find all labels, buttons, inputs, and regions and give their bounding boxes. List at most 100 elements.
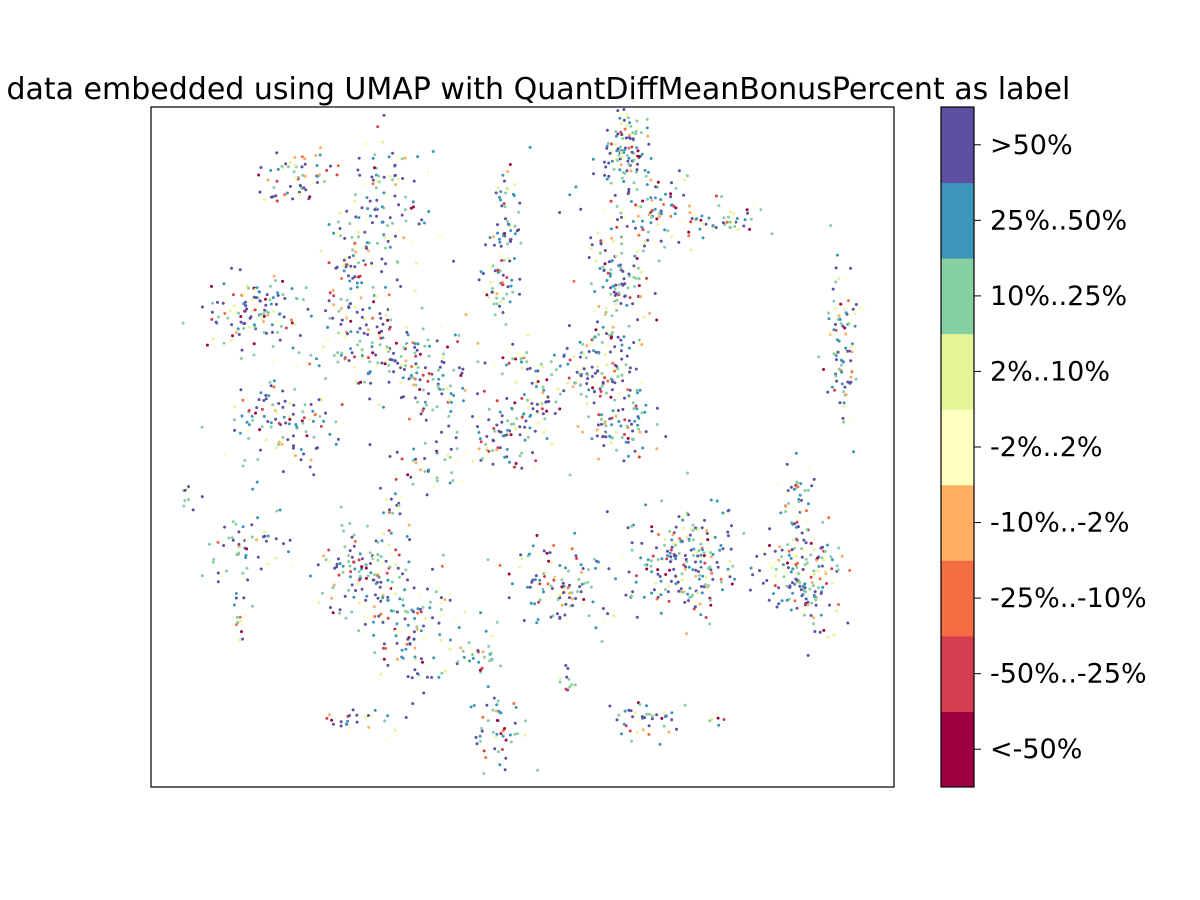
scatter-point — [702, 551, 706, 555]
scatter-point — [305, 434, 309, 438]
scatter-point — [274, 556, 278, 560]
scatter-point — [491, 708, 495, 712]
scatter-point — [413, 345, 417, 349]
scatter-point — [383, 348, 387, 352]
scatter-point — [630, 541, 634, 545]
scatter-point — [620, 282, 624, 286]
scatter-point — [523, 733, 527, 737]
scatter-point — [666, 554, 670, 558]
scatter-point — [632, 264, 636, 268]
scatter-point — [634, 367, 638, 371]
scatter-point — [682, 563, 686, 567]
scatter-point — [528, 366, 532, 370]
scatter-point — [242, 596, 246, 600]
scatter-point — [529, 398, 533, 402]
scatter-point — [437, 586, 441, 590]
scatter-point — [620, 133, 624, 137]
colorbar-tick-label: -2%..2% — [990, 432, 1103, 463]
scatter-point — [423, 470, 427, 473]
scatter-point — [262, 414, 266, 418]
scatter-point — [358, 601, 361, 605]
scatter-point — [370, 341, 374, 345]
scatter-point — [626, 116, 630, 120]
scatter-point — [448, 598, 452, 602]
scatter-point — [622, 108, 626, 111]
scatter-point — [601, 208, 605, 212]
scatter-point — [656, 558, 660, 561]
scatter-point — [363, 263, 367, 267]
scatter-point — [637, 343, 641, 346]
scatter-point — [384, 285, 387, 289]
scatter-point — [780, 548, 784, 552]
scatter-point — [576, 424, 580, 428]
scatter-point — [259, 166, 263, 169]
scatter-point — [776, 580, 780, 584]
scatter-point — [850, 342, 854, 346]
scatter-point — [645, 126, 649, 130]
scatter-point — [480, 457, 484, 461]
scatter-point — [515, 417, 519, 420]
scatter-point — [355, 285, 359, 289]
scatter-point — [284, 421, 288, 425]
scatter-point — [570, 591, 574, 595]
scatter-point — [413, 377, 417, 381]
scatter-point — [625, 224, 629, 228]
scatter-point — [371, 316, 374, 320]
scatter-point — [837, 276, 841, 280]
scatter-point — [568, 358, 572, 362]
scatter-point — [626, 526, 630, 530]
scatter-point — [800, 531, 804, 535]
scatter-point — [708, 598, 712, 602]
scatter-point — [627, 396, 631, 400]
scatter-point — [324, 309, 327, 313]
scatter-point — [379, 599, 383, 603]
scatter-point — [699, 613, 703, 617]
scatter-point — [514, 357, 518, 361]
scatter-point — [476, 392, 479, 396]
scatter-point — [364, 323, 368, 327]
scatter-point — [339, 322, 343, 326]
scatter-point — [567, 324, 571, 328]
scatter-point — [485, 293, 489, 297]
scatter-point — [646, 230, 650, 234]
scatter-point — [495, 292, 499, 296]
scatter-point — [742, 224, 746, 228]
scatter-point — [848, 349, 851, 353]
scatter-point — [630, 594, 634, 598]
scatter-point — [806, 519, 809, 523]
scatter-point — [616, 375, 620, 379]
scatter-point — [520, 396, 524, 400]
scatter-point — [600, 422, 603, 426]
scatter-point — [708, 719, 712, 723]
scatter-point — [841, 416, 845, 420]
scatter-point — [640, 541, 644, 545]
scatter-point — [237, 333, 241, 336]
scatter-point — [508, 163, 512, 166]
scatter-point — [695, 217, 699, 221]
scatter-point — [677, 169, 681, 173]
scatter-point — [842, 360, 845, 364]
scatter-point — [844, 346, 848, 350]
scatter-point — [835, 338, 839, 342]
scatter-point — [819, 546, 823, 550]
scatter-point — [650, 215, 654, 219]
scatter-point — [799, 588, 803, 592]
scatter-point — [810, 601, 814, 605]
scatter-point — [352, 544, 356, 548]
scatter-point — [447, 414, 451, 418]
scatter-point — [684, 557, 688, 561]
scatter-point — [335, 562, 339, 566]
scatter-point — [464, 313, 468, 316]
scatter-point — [787, 501, 791, 505]
scatter-point — [422, 691, 426, 695]
scatter-point — [807, 466, 811, 470]
scatter-point — [686, 592, 690, 596]
scatter-point — [560, 578, 564, 582]
scatter-point — [292, 444, 295, 448]
scatter-point — [709, 568, 713, 572]
scatter-point — [789, 570, 793, 574]
scatter-point — [360, 348, 364, 352]
scatter-point — [498, 237, 501, 241]
scatter-point — [641, 228, 645, 232]
scatter-point — [508, 460, 511, 464]
